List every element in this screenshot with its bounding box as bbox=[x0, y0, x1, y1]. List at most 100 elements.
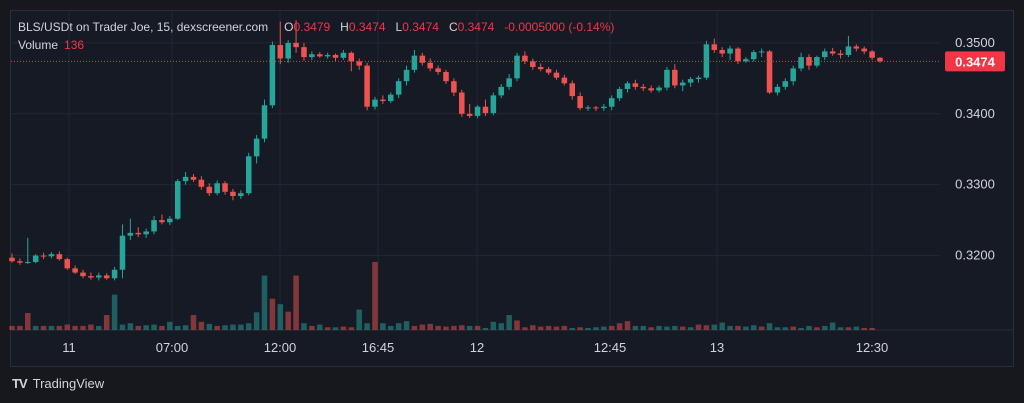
volume-bar bbox=[648, 327, 654, 330]
candle bbox=[80, 269, 86, 279]
candle-body bbox=[111, 269, 118, 279]
volume-bar bbox=[206, 323, 213, 330]
volume-bar bbox=[443, 326, 449, 330]
volume-bar bbox=[482, 327, 489, 330]
candle-body bbox=[435, 68, 441, 72]
candle-body bbox=[656, 87, 662, 91]
candle bbox=[782, 78, 789, 90]
candles bbox=[9, 20, 883, 281]
candle bbox=[103, 273, 110, 280]
volume-bar bbox=[498, 323, 504, 330]
candle bbox=[111, 266, 118, 281]
candle bbox=[687, 76, 694, 87]
volume-bar bbox=[585, 327, 591, 330]
candle-body bbox=[88, 276, 94, 278]
candle-body bbox=[474, 106, 481, 116]
price-tick-label: 0.3300 bbox=[955, 177, 995, 192]
candle bbox=[679, 79, 686, 92]
volume-bar bbox=[348, 327, 355, 330]
volume-bar bbox=[814, 327, 820, 330]
volume-bar bbox=[490, 321, 497, 330]
volume-bar bbox=[253, 312, 260, 330]
volume-bar bbox=[561, 325, 568, 330]
symbol-title[interactable]: BLS/USDt on Trader Joe, 15, dexscreener.… bbox=[18, 20, 269, 34]
ohlc-row: BLS/USDt on Trader Joe, 15, dexscreener.… bbox=[18, 18, 618, 36]
volume-bar bbox=[80, 325, 86, 330]
candle-body bbox=[17, 261, 23, 263]
candle bbox=[656, 85, 662, 93]
last-price-tag: 0.3474 bbox=[945, 51, 1005, 72]
candle bbox=[293, 20, 299, 53]
volume-bar bbox=[324, 327, 331, 330]
candle bbox=[695, 75, 702, 83]
candle-body bbox=[356, 61, 362, 66]
candle bbox=[624, 81, 631, 93]
candle-body bbox=[553, 72, 560, 78]
volume-bar bbox=[664, 326, 670, 330]
candle bbox=[324, 52, 331, 59]
candle-body bbox=[214, 183, 220, 194]
candle bbox=[17, 258, 23, 265]
time-tick-label: 11 bbox=[62, 340, 76, 355]
candle bbox=[837, 49, 844, 59]
volume-bar bbox=[774, 327, 781, 330]
grid bbox=[11, 11, 1013, 331]
candle bbox=[119, 224, 126, 279]
candle-body bbox=[301, 47, 307, 58]
candle-body bbox=[601, 106, 607, 109]
change-value: -0.0005000 (-0.14%) bbox=[504, 20, 615, 34]
candle-body bbox=[530, 61, 536, 68]
volume-bar bbox=[427, 323, 433, 330]
candle bbox=[277, 21, 284, 65]
candle-body bbox=[395, 81, 402, 95]
candle bbox=[443, 69, 449, 85]
candle-body bbox=[32, 255, 39, 262]
volume-bar bbox=[411, 325, 418, 330]
volume-bar bbox=[301, 323, 307, 330]
volume-bar bbox=[506, 315, 512, 330]
candle-body bbox=[96, 275, 102, 278]
volume-bar bbox=[214, 325, 220, 330]
candle-body bbox=[861, 48, 867, 52]
volume-bar bbox=[545, 325, 552, 330]
volume-bar bbox=[127, 323, 134, 330]
candle bbox=[672, 64, 678, 89]
candle-body bbox=[309, 54, 315, 58]
candle bbox=[459, 89, 465, 117]
candle bbox=[861, 46, 867, 55]
candle-body bbox=[198, 179, 205, 187]
volume-bar bbox=[380, 323, 386, 330]
candle bbox=[869, 49, 875, 60]
open-value: 0.3479 bbox=[293, 20, 331, 34]
candle bbox=[151, 215, 157, 235]
candle-body bbox=[119, 235, 126, 270]
candle bbox=[632, 79, 639, 90]
candle bbox=[348, 51, 355, 72]
volume-bar bbox=[88, 324, 94, 330]
open-label: O bbox=[284, 20, 294, 34]
volume-bar bbox=[25, 313, 31, 330]
candle bbox=[537, 63, 544, 72]
volume-bar bbox=[135, 325, 142, 330]
candle-body bbox=[758, 51, 765, 53]
volume-bar bbox=[703, 325, 710, 330]
price-axis[interactable]: 0.3500 0.3400 0.3300 0.3200 bbox=[955, 35, 995, 263]
volume-bar bbox=[309, 325, 315, 330]
time-axis[interactable]: 11 07:00 12:00 16:45 12 12:45 13 12:30 bbox=[62, 340, 888, 355]
candle bbox=[766, 49, 773, 94]
candle bbox=[419, 52, 426, 66]
candle bbox=[790, 65, 796, 86]
volume-bar bbox=[96, 325, 102, 330]
candle-body bbox=[490, 95, 497, 114]
tradingview-attribution[interactable]: TV TradingView bbox=[12, 376, 104, 391]
candle-body bbox=[80, 272, 86, 277]
candle bbox=[743, 57, 749, 63]
volume-bar bbox=[222, 325, 228, 330]
volume-bar bbox=[632, 325, 639, 330]
candle-body bbox=[522, 55, 528, 62]
volume-bar bbox=[608, 325, 615, 330]
volume-bar bbox=[806, 325, 812, 330]
candle bbox=[72, 265, 78, 274]
